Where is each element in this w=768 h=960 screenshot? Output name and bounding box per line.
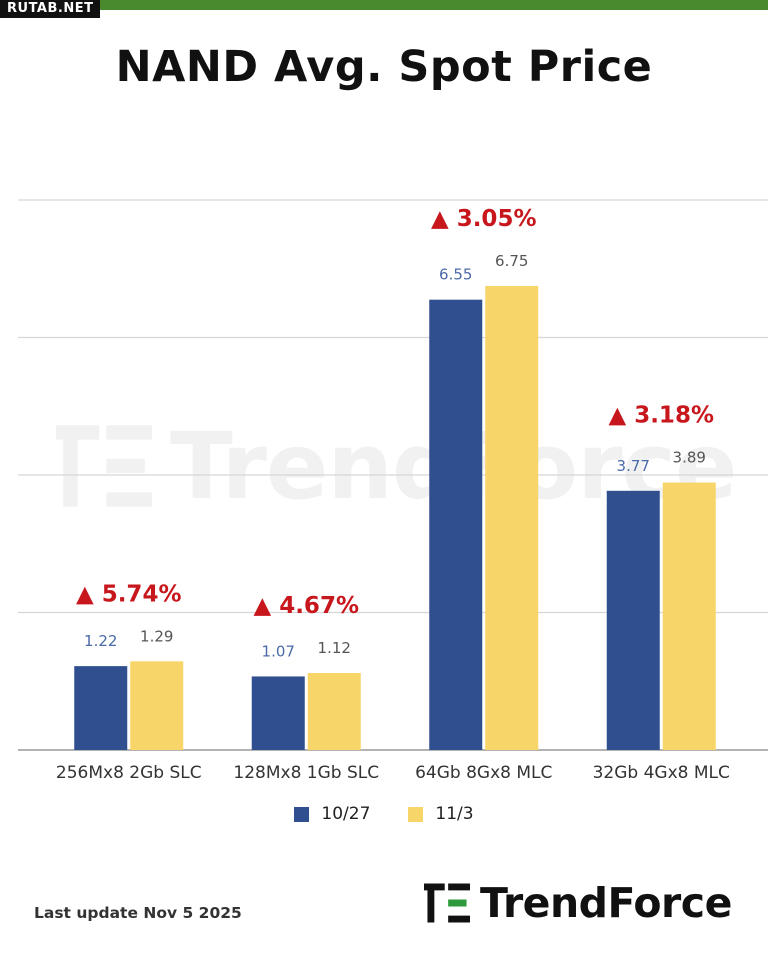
legend-label-series1: 10/27 [321,804,371,824]
legend-item-series1[interactable]: 10/27 [294,804,370,824]
bar-1-1 [251,676,305,750]
page-title: NAND Avg. Spot Price [115,42,653,92]
bar-1-2 [429,299,483,750]
trendforce-logo-icon [424,883,470,923]
bar-1-3 [606,490,660,750]
bar-2-2 [485,285,539,750]
data-label-1-1: 1.07 [262,642,295,660]
category-label-2: 64Gb 8Gx8 MLC [415,763,552,783]
last-update-note: Last update Nov 5 2025 [34,904,242,922]
trendforce-logo[interactable]: TrendForce [424,878,732,928]
legend-label-series2: 11/3 [435,804,474,824]
change-label-0: ▲ 5.74% [76,581,182,607]
bar-1-0 [74,666,128,750]
data-label-1-0: 1.22 [84,632,117,650]
site-badge[interactable]: RUTAB.NET [0,0,101,18]
change-label-3: ▲ 3.18% [609,403,715,429]
legend-swatch-series2 [408,806,424,822]
data-label-2-2: 6.75 [495,252,528,270]
change-label-2: ▲ 3.05% [431,206,537,232]
category-label-1: 128Mx8 1Gb SLC [233,763,379,783]
logo-text: TrendForce [480,879,732,927]
data-label-2-1: 1.12 [318,639,351,657]
top-accent-bar [0,0,768,10]
bar-chart: 1.22 1.29 ▲ 5.74% 256Mx8 2Gb SLC 1.07 1.12 ▲ 4… [18,199,768,783]
data-label-2-0: 1.29 [140,627,173,645]
bar-2-3 [662,482,716,750]
bar-2-1 [307,673,361,750]
legend-item-series2[interactable]: 11/3 [408,804,474,824]
data-label-1-2: 6.55 [439,266,472,284]
data-label-1-3: 3.77 [617,457,650,475]
change-label-1: ▲ 4.67% [254,593,360,619]
data-label-2-3: 3.89 [673,449,706,467]
bar-2-0 [130,661,184,750]
category-label-0: 256Mx8 2Gb SLC [56,763,202,783]
legend-swatch-series1 [294,806,310,822]
category-label-3: 32Gb 4Gx8 MLC [593,763,730,783]
legend: 10/27 11/3 [0,804,768,824]
